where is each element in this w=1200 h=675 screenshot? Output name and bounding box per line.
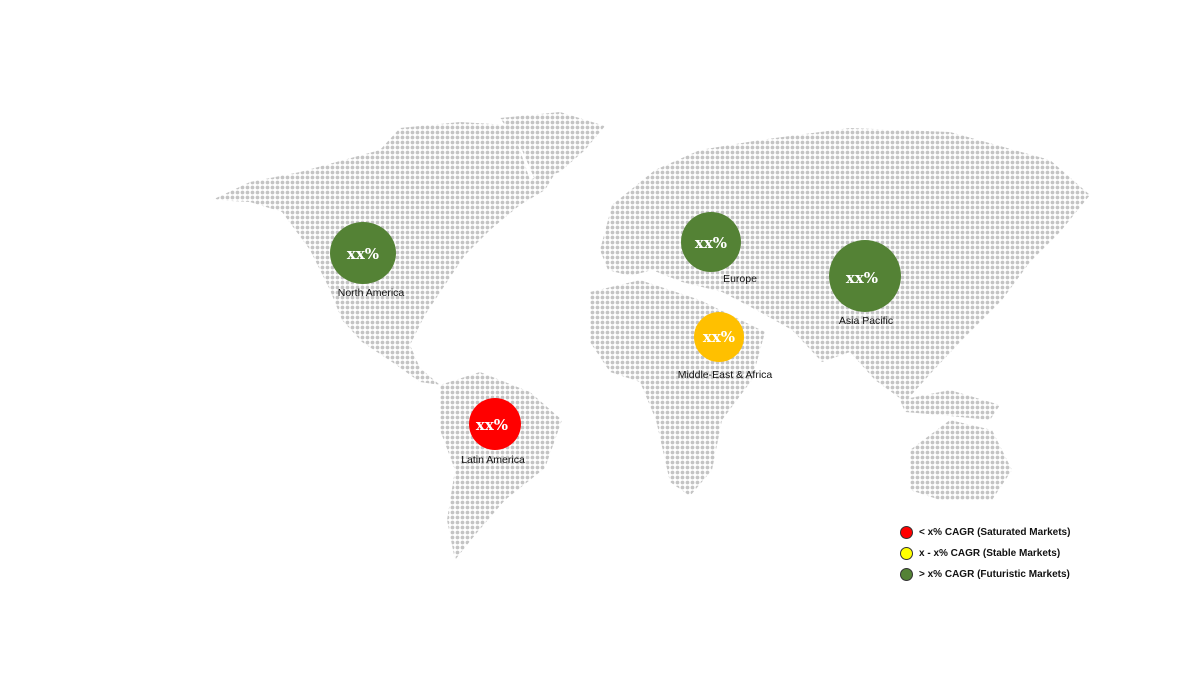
landmass bbox=[212, 112, 1090, 560]
region-label: Europe bbox=[723, 273, 757, 285]
southeast-asia-islands bbox=[900, 390, 1000, 420]
green-dot-icon bbox=[900, 568, 913, 581]
legend-item-saturated: < x% CAGR (Saturated Markets) bbox=[900, 522, 1070, 543]
bubble-circle[interactable] bbox=[829, 240, 901, 312]
bubble-value: xx% bbox=[347, 245, 379, 263]
australia-land bbox=[910, 420, 1012, 500]
bubble-value: xx% bbox=[703, 328, 735, 346]
legend-label: > x% CAGR (Futuristic Markets) bbox=[919, 569, 1070, 580]
red-dot-icon bbox=[900, 526, 913, 539]
bubble-asia-pacific[interactable]: xx% Asia Pacific bbox=[829, 240, 901, 327]
bubble-value: xx% bbox=[846, 269, 878, 287]
bubble-circle[interactable] bbox=[681, 212, 741, 272]
bubble-circle[interactable] bbox=[469, 398, 521, 450]
bubble-north-america[interactable]: xx% North America bbox=[330, 222, 404, 299]
bubble-circle[interactable] bbox=[330, 222, 396, 284]
bubble-circle[interactable] bbox=[694, 312, 744, 362]
africa-land bbox=[590, 280, 765, 496]
legend-label: < x% CAGR (Saturated Markets) bbox=[919, 527, 1071, 538]
bubble-value: xx% bbox=[695, 234, 727, 252]
bubble-latin-america[interactable]: xx% Latin America bbox=[461, 398, 525, 466]
legend-item-stable: x - x% CAGR (Stable Markets) bbox=[900, 543, 1070, 564]
region-label: Asia Pacific bbox=[839, 315, 893, 327]
legend: < x% CAGR (Saturated Markets) x - x% CAG… bbox=[900, 522, 1070, 585]
region-label: Latin America bbox=[461, 454, 525, 466]
bubble-europe[interactable]: xx% Europe bbox=[681, 212, 757, 285]
region-label: North America bbox=[338, 287, 405, 299]
legend-label: x - x% CAGR (Stable Markets) bbox=[919, 548, 1061, 559]
greenland-land bbox=[500, 112, 605, 180]
legend-item-futuristic: > x% CAGR (Futuristic Markets) bbox=[900, 564, 1070, 585]
bubble-middle-east-africa[interactable]: xx% Middle-East & Africa bbox=[678, 312, 773, 381]
yellow-dot-icon bbox=[900, 547, 913, 560]
bubble-value: xx% bbox=[476, 416, 508, 434]
region-label: Middle-East & Africa bbox=[678, 369, 773, 381]
